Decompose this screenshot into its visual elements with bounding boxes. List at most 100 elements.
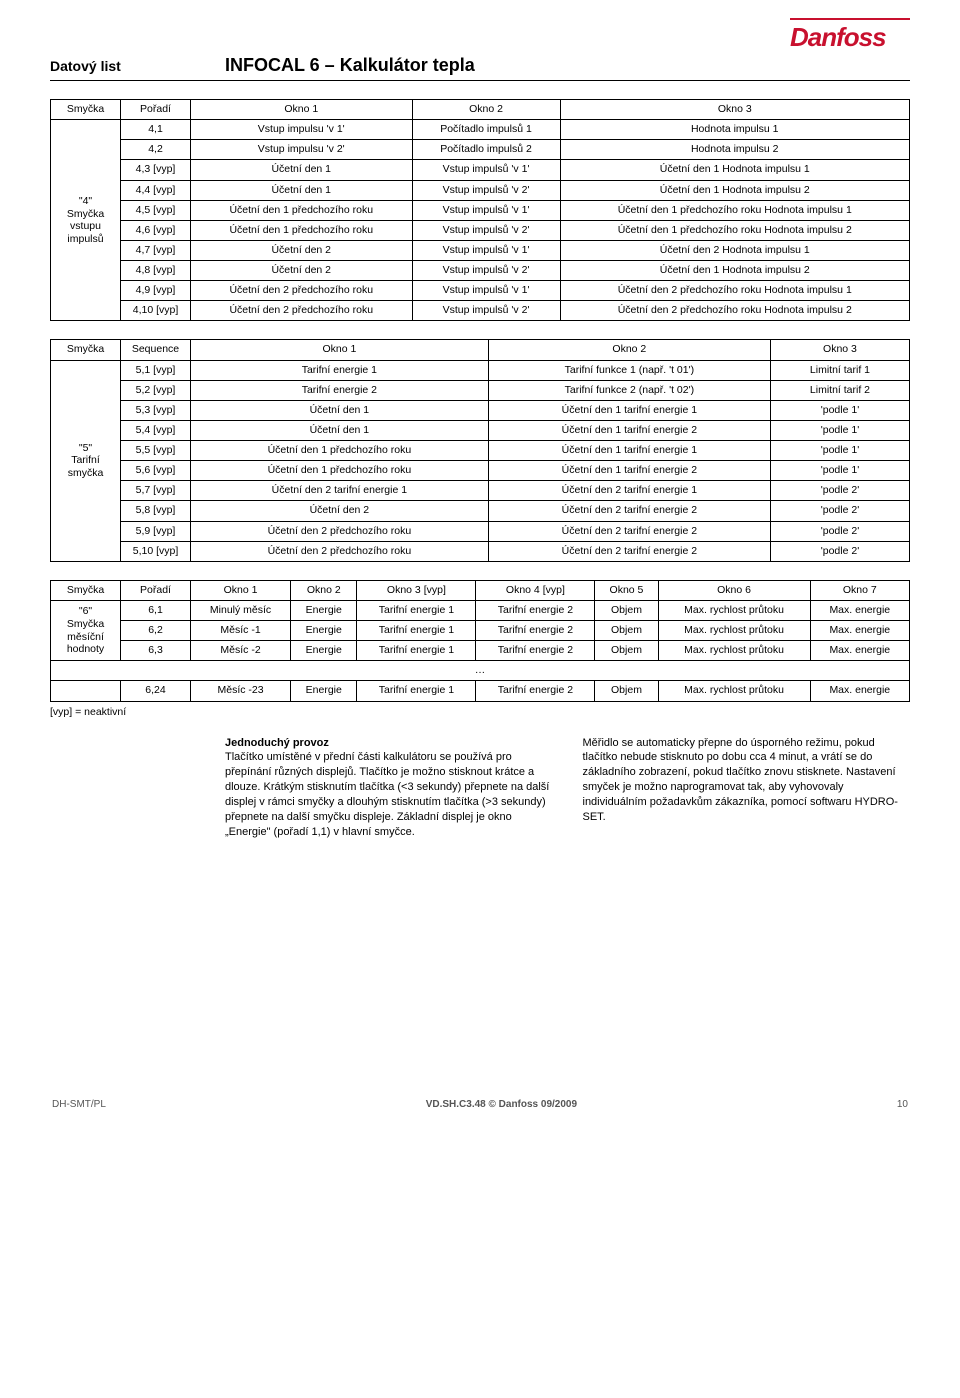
table-cell: Účetní den 1 předchozího roku: [191, 441, 489, 461]
table-cell: Tarifní energie 1: [357, 681, 476, 701]
table-cell: Max. energie: [810, 600, 909, 620]
table-cell: Max. energie: [810, 621, 909, 641]
table-cell: Účetní den 1 tarifní energie 1: [488, 441, 770, 461]
table-cell: Účetní den 1: [191, 400, 489, 420]
column-header: Okno 4 [vyp]: [476, 580, 595, 600]
column-header: Okno 1: [191, 340, 489, 360]
table-cell: Objem: [595, 600, 658, 620]
column-header: Okno 3: [560, 100, 909, 120]
table-cell: Tarifní energie 1: [357, 600, 476, 620]
table-cell: Tarifní energie 1: [357, 621, 476, 641]
column-header: Okno 6: [658, 580, 810, 600]
table-cell: Tarifní energie 1: [357, 641, 476, 661]
table-cell: 5,9 [vyp]: [121, 521, 191, 541]
table-cell: 6,2: [121, 621, 191, 641]
table-loop4: SmyčkaPořadíOkno 1Okno 2Okno 3 "4"Smyčka…: [50, 99, 910, 321]
table-cell: 4,6 [vyp]: [121, 220, 191, 240]
table-cell: 'podle 1': [770, 441, 909, 461]
table-cell: Tarifní energie 2: [191, 380, 489, 400]
table-cell: Účetní den 2 tarifní energie 2: [488, 501, 770, 521]
table-cell: Energie: [291, 681, 357, 701]
body-left-text: Tlačítko umístěné v přední části kalkulá…: [225, 751, 549, 837]
column-header: Sequence: [121, 340, 191, 360]
table-cell: Účetní den 1 předchozího roku Hodnota im…: [560, 220, 909, 240]
table-cell: Max. rychlost průtoku: [658, 681, 810, 701]
table-cell: Měsíc -1: [191, 621, 291, 641]
table-cell: Účetní den 1 tarifní energie 2: [488, 461, 770, 481]
table-cell: Účetní den 2: [191, 501, 489, 521]
column-header: Okno 7: [810, 580, 909, 600]
table-cell: Účetní den 2 tarifní energie 1: [488, 481, 770, 501]
table-cell: 5,5 [vyp]: [121, 441, 191, 461]
brand-logo: Danfoss: [790, 18, 910, 53]
table-cell: Tarifní funkce 2 (např. 't 02'): [488, 380, 770, 400]
column-header: Okno 2: [291, 580, 357, 600]
table-cell: Účetní den 2 tarifní energie 1: [191, 481, 489, 501]
table-cell: 4,4 [vyp]: [121, 180, 191, 200]
table-cell: Tarifní energie 2: [476, 600, 595, 620]
body-text: Jednoduchý provoz Tlačítko umístěné v př…: [225, 736, 910, 840]
table-cell: 5,10 [vyp]: [121, 541, 191, 561]
group-label-empty: [51, 681, 121, 701]
table-cell: Max. energie: [810, 681, 909, 701]
table-cell: 'podle 1': [770, 420, 909, 440]
body-left-title: Jednoduchý provoz: [225, 737, 329, 749]
table-cell: Vstup impulsů 'v 2': [412, 180, 560, 200]
column-header: Smyčka: [51, 100, 121, 120]
vyp-note: [vyp] = neaktivní: [50, 706, 910, 718]
body-right-text: Měřidlo se automaticky přepne do úsporné…: [583, 737, 898, 823]
ellipsis-row: …: [51, 661, 910, 681]
table-cell: Vstup impulsů 'v 1': [412, 240, 560, 260]
table-cell: 5,1 [vyp]: [121, 360, 191, 380]
table-cell: Minulý měsíc: [191, 600, 291, 620]
column-header: Okno 2: [412, 100, 560, 120]
table-cell: Vstup impulsů 'v 2': [412, 220, 560, 240]
table-cell: Účetní den 2 tarifní energie 2: [488, 541, 770, 561]
table-cell: 6,3: [121, 641, 191, 661]
table-cell: Účetní den 2: [191, 261, 413, 281]
table-cell: 5,3 [vyp]: [121, 400, 191, 420]
table-cell: 4,5 [vyp]: [121, 200, 191, 220]
column-header: Smyčka: [51, 580, 121, 600]
table-cell: Účetní den 2 předchozího roku Hodnota im…: [560, 281, 909, 301]
table-cell: Vstup impulsů 'v 1': [412, 200, 560, 220]
table-cell: Objem: [595, 641, 658, 661]
table-cell: Účetní den 1: [191, 420, 489, 440]
table-cell: 'podle 2': [770, 541, 909, 561]
table-cell: Tarifní energie 1: [191, 360, 489, 380]
table-cell: 'podle 1': [770, 400, 909, 420]
table-cell: Vstup impulsu 'v 2': [191, 140, 413, 160]
table-cell: Max. rychlost průtoku: [658, 621, 810, 641]
table-cell: Hodnota impulsu 1: [560, 120, 909, 140]
table-cell: 4,10 [vyp]: [121, 301, 191, 321]
table-cell: Max. rychlost průtoku: [658, 600, 810, 620]
table-cell: Limitní tarif 2: [770, 380, 909, 400]
table-cell: 4,7 [vyp]: [121, 240, 191, 260]
column-header: Okno 1: [191, 100, 413, 120]
table-cell: Energie: [291, 641, 357, 661]
column-header: Okno 3 [vyp]: [357, 580, 476, 600]
table-cell: 6,24: [121, 681, 191, 701]
table-cell: 5,8 [vyp]: [121, 501, 191, 521]
table-cell: Účetní den 1 tarifní energie 1: [488, 400, 770, 420]
table-cell: Účetní den 1 předchozího roku: [191, 461, 489, 481]
table-cell: Účetní den 1 Hodnota impulsu 2: [560, 261, 909, 281]
table-cell: Objem: [595, 681, 658, 701]
table-cell: Počítadlo impulsů 1: [412, 120, 560, 140]
table-cell: 4,9 [vyp]: [121, 281, 191, 301]
brand-text: Danfoss: [790, 22, 886, 52]
table-cell: 'podle 2': [770, 521, 909, 541]
table-cell: Účetní den 2 předchozího roku: [191, 281, 413, 301]
table-cell: Tarifní funkce 1 (např. 't 01'): [488, 360, 770, 380]
table-cell: 4,8 [vyp]: [121, 261, 191, 281]
table-cell: 6,1: [121, 600, 191, 620]
table-cell: 5,2 [vyp]: [121, 380, 191, 400]
table-cell: Max. rychlost průtoku: [658, 641, 810, 661]
table-cell: Tarifní energie 2: [476, 621, 595, 641]
group-label: "4"Smyčkavstupuimpulsů: [51, 120, 121, 321]
table-cell: Vstup impulsů 'v 1': [412, 160, 560, 180]
table-cell: 'podle 2': [770, 501, 909, 521]
table-cell: Energie: [291, 600, 357, 620]
table-cell: 'podle 2': [770, 481, 909, 501]
table-cell: 5,6 [vyp]: [121, 461, 191, 481]
